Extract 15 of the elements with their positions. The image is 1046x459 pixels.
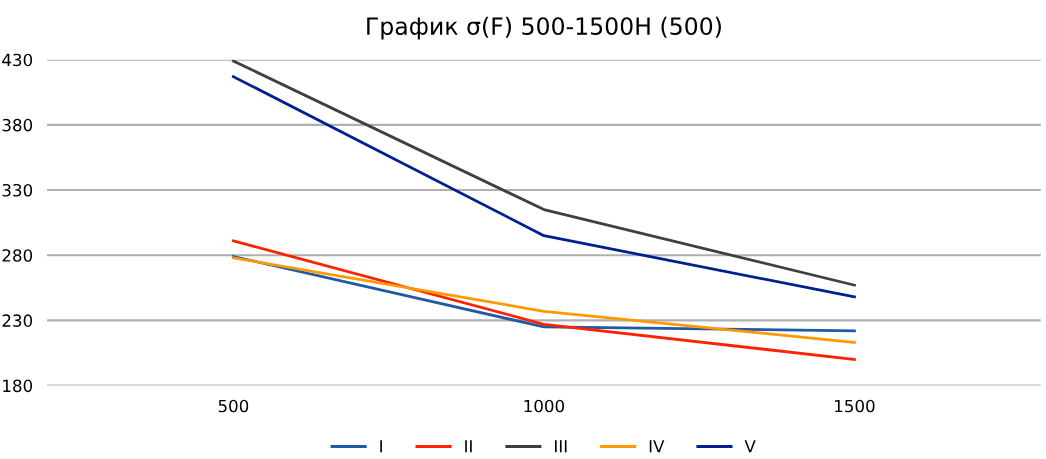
legend-label: V <box>744 440 756 453</box>
y-tick-label: 380 <box>2 118 33 132</box>
x-tick-label: 1500 <box>835 399 875 413</box>
legend-label: I <box>380 440 382 453</box>
y-tick-label: 330 <box>2 183 33 197</box>
chart-title: График σ(F) 500-1500Н (500) <box>367 16 721 40</box>
y-tick-label: 230 <box>2 314 33 327</box>
x-tick-label: 1000 <box>524 399 565 413</box>
legend-label: IV <box>649 440 665 453</box>
y-tick-label: 280 <box>2 249 33 262</box>
legend-label: II <box>465 440 472 453</box>
x-tick-label: 500 <box>218 399 249 413</box>
y-tick-label: 430 <box>2 53 33 67</box>
y-tick-label: 180 <box>3 379 33 393</box>
legend-label: III <box>555 440 567 453</box>
